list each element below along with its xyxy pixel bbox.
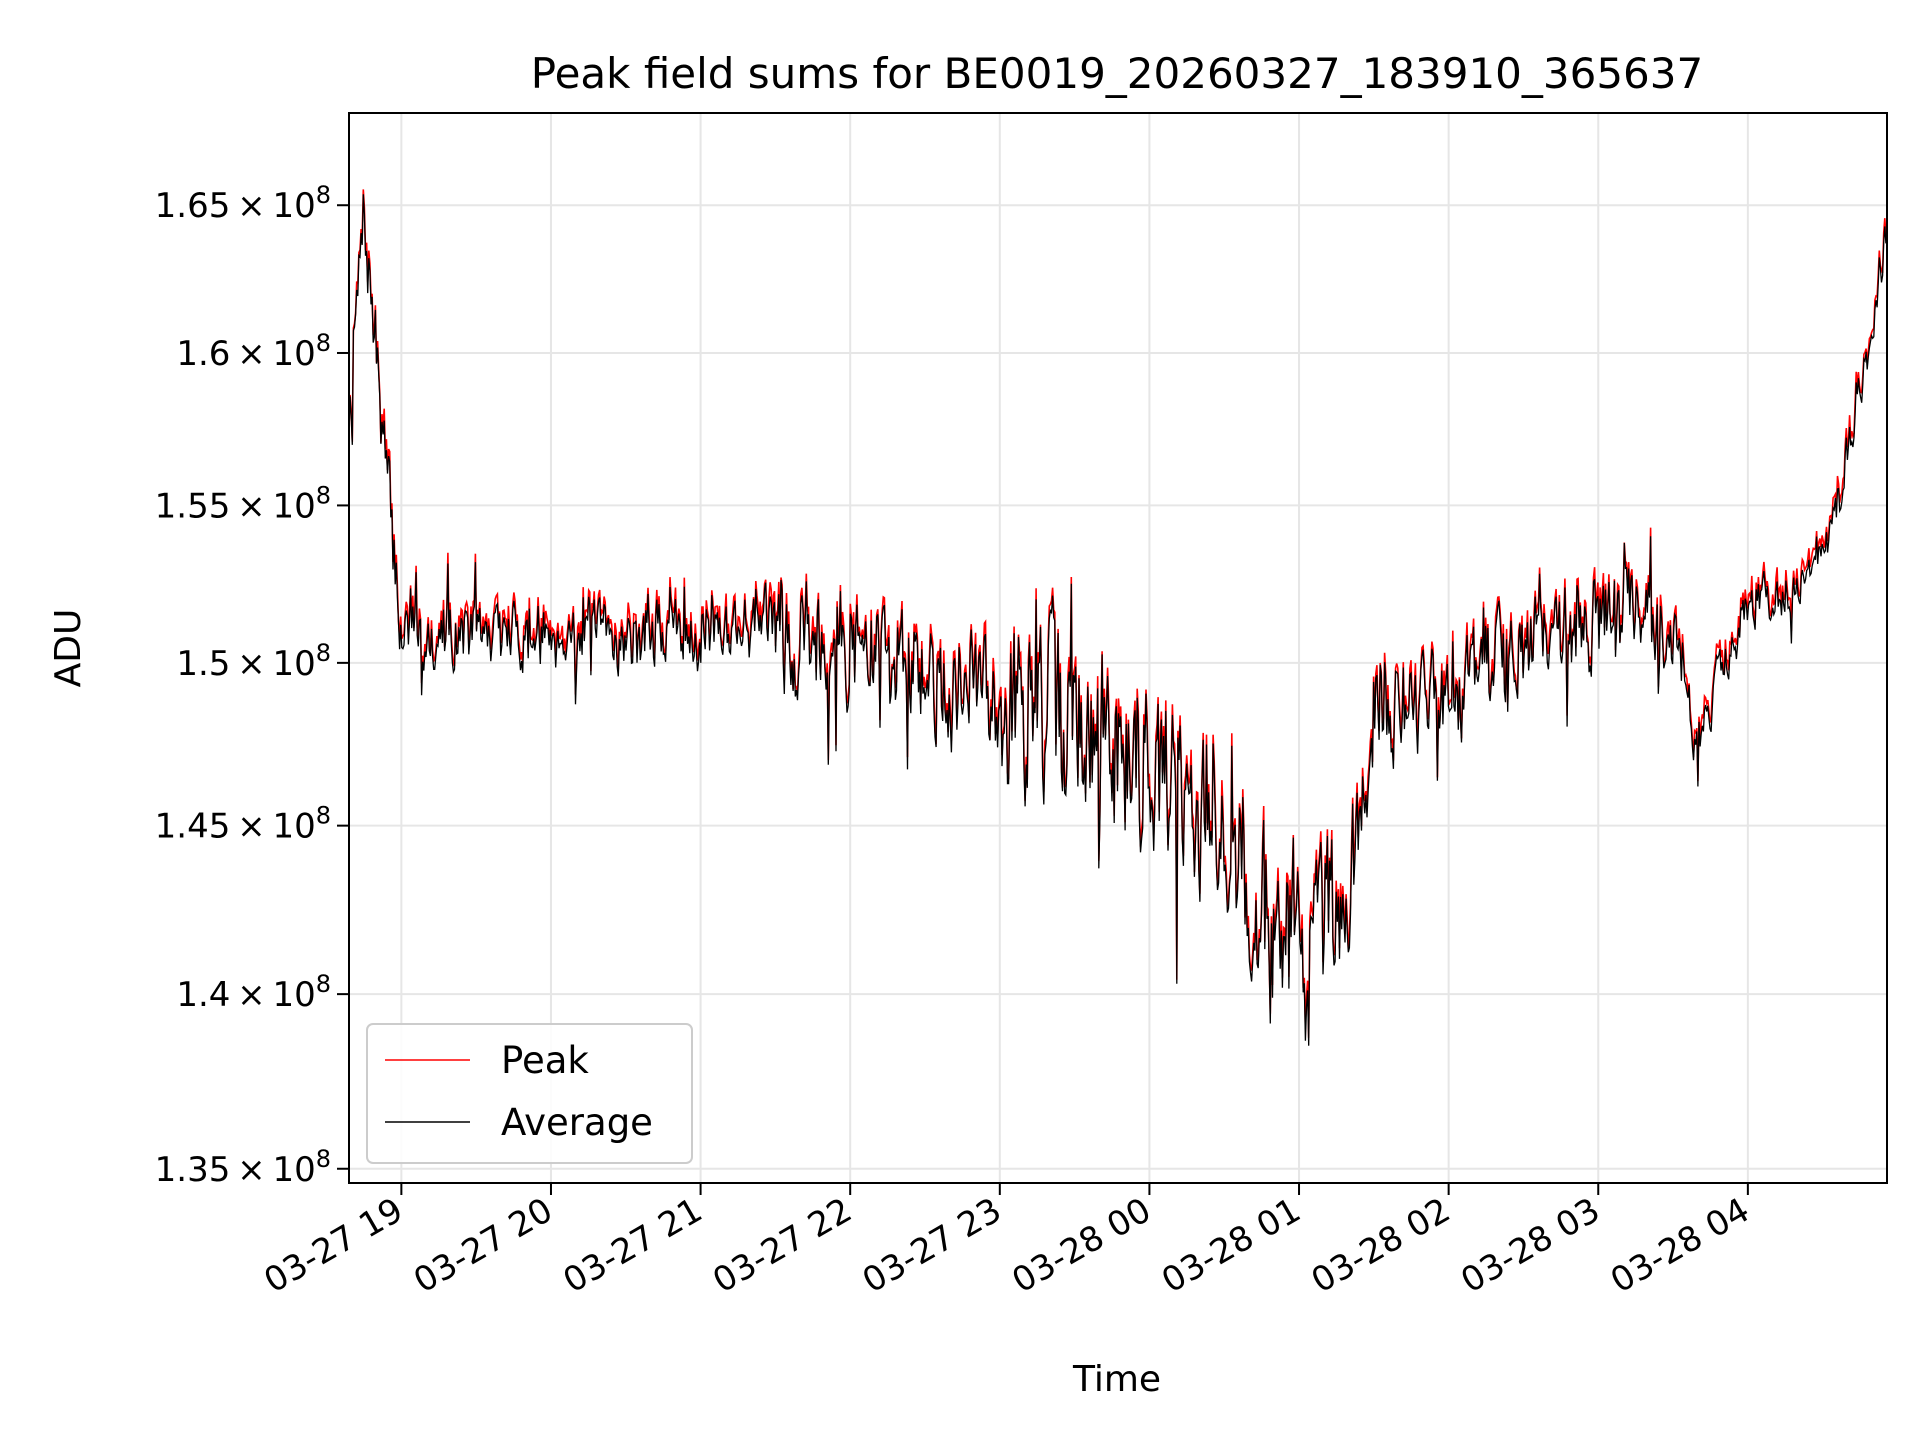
x-tick-label: 03-27 21 — [557, 1190, 709, 1301]
x-tick-label: 03-28 00 — [1006, 1190, 1158, 1301]
x-tick-label: 03-27 19 — [257, 1190, 409, 1301]
legend: Peak Average — [366, 1023, 693, 1164]
legend-label-peak: Peak — [501, 1039, 589, 1082]
y-tick-label: 1.35 × 108 — [155, 1145, 331, 1190]
x-tick-label: 03-28 03 — [1454, 1190, 1606, 1301]
series-layer — [349, 189, 1887, 1046]
plot-frame — [348, 112, 1888, 1184]
x-tick-label: 03-27 20 — [407, 1190, 559, 1301]
y-tick-label: 1.5 × 108 — [176, 639, 331, 684]
y-axis-label: ADU — [48, 609, 89, 688]
grid — [349, 113, 1887, 1183]
chart-title: Peak field sums for BE0019_20260327_1839… — [531, 49, 1703, 98]
legend-label-average: Average — [501, 1101, 653, 1144]
x-tick-label: 03-28 02 — [1305, 1190, 1457, 1301]
y-tick-label: 1.45 × 108 — [155, 802, 331, 847]
x-tick-label: 03-28 04 — [1604, 1190, 1756, 1301]
y-tick-label: 1.65 × 108 — [155, 181, 331, 226]
y-tick-label: 1.6 × 108 — [176, 329, 331, 374]
y-tick-label: 1.4 × 108 — [176, 970, 331, 1015]
y-tick-label: 1.55 × 108 — [155, 481, 331, 526]
x-tick-label: 03-28 01 — [1155, 1190, 1307, 1301]
legend-box — [366, 1023, 693, 1164]
x-axis-label: Time — [1072, 1359, 1161, 1400]
x-tick-label: 03-27 23 — [856, 1190, 1008, 1301]
x-tick-label: 03-27 22 — [706, 1190, 858, 1301]
y-axis: 1.35 × 108 1.4 × 108 1.45 × 108 1.5 × 108 1.… — [155, 181, 349, 1190]
series-line-average — [349, 194, 1887, 1046]
